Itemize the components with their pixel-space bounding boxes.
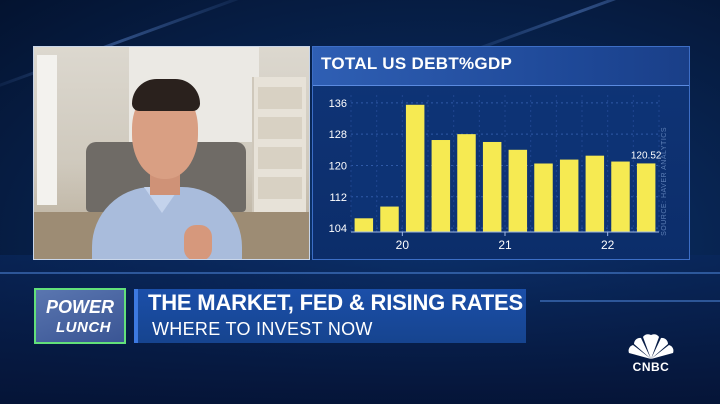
bar bbox=[611, 161, 630, 232]
x-tick-label: 21 bbox=[498, 238, 512, 252]
y-tick-label: 136 bbox=[329, 98, 347, 110]
y-tick-label: 128 bbox=[329, 129, 347, 141]
cnbc-wordmark: CNBC bbox=[632, 360, 670, 374]
cnbc-peacock-icon bbox=[628, 334, 674, 359]
chart-title: TOTAL US DEBT%GDP bbox=[321, 54, 513, 73]
chart-title-bar: TOTAL US DEBT%GDP bbox=[313, 47, 689, 86]
chart-source-watermark: SOURCE: HAVER ANALYTICS bbox=[661, 127, 668, 236]
bar bbox=[431, 140, 451, 232]
subheadline: WHERE TO INVEST NOW bbox=[152, 319, 373, 339]
guest-hand bbox=[184, 225, 212, 259]
guest-video-feed bbox=[33, 46, 310, 260]
background-floor-line bbox=[540, 300, 720, 302]
lower-third-banner: THE MARKET, FED & RISING RATES WHERE TO … bbox=[134, 289, 526, 343]
guest-hair bbox=[132, 79, 200, 111]
bar bbox=[508, 149, 528, 232]
bar bbox=[380, 206, 399, 232]
bar bbox=[636, 163, 656, 232]
plot-background bbox=[351, 95, 659, 232]
bar-chart: 104 112 120 128 136 20 21 22 120.52 bbox=[329, 95, 662, 252]
background-floor-line bbox=[0, 272, 720, 274]
data-label: 120.52 bbox=[631, 150, 662, 161]
y-tick-label: 104 bbox=[329, 223, 347, 235]
show-logo: POWER LUNCH bbox=[34, 288, 126, 344]
x-tick-label: 22 bbox=[601, 238, 615, 252]
bar bbox=[354, 218, 374, 232]
bar bbox=[534, 163, 553, 232]
y-tick-label: 120 bbox=[329, 160, 347, 172]
headline: THE MARKET, FED & RISING RATES bbox=[148, 290, 523, 315]
debt-chart-panel: TOTAL US DEBT%GDP 104 112 120 128 136 20 21 22 1… bbox=[312, 46, 690, 260]
bar bbox=[457, 134, 476, 232]
bar bbox=[405, 104, 425, 232]
bar bbox=[482, 141, 502, 232]
bar bbox=[559, 159, 579, 232]
show-logo-line2: LUNCH bbox=[56, 319, 111, 336]
room-window bbox=[37, 55, 57, 205]
show-logo-line1: POWER bbox=[46, 297, 115, 317]
room-shelf bbox=[252, 77, 306, 237]
x-tick-label: 20 bbox=[396, 238, 410, 252]
y-tick-label: 112 bbox=[329, 192, 347, 204]
bar bbox=[585, 155, 605, 232]
